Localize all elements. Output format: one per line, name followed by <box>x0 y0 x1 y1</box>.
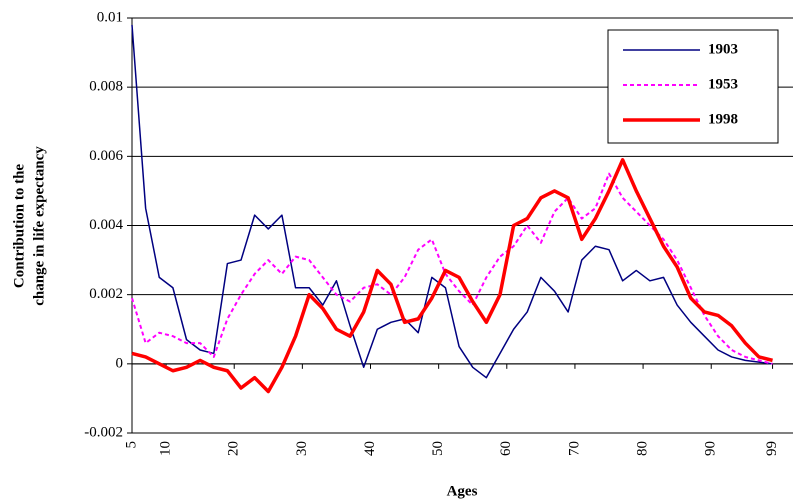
x-tick-label: 40 <box>362 441 378 456</box>
x-tick-label: 90 <box>703 441 719 456</box>
x-tick-label: 60 <box>498 441 514 456</box>
legend-box <box>607 29 779 144</box>
x-tick-label: 70 <box>566 441 582 456</box>
legend-label: 1998 <box>708 111 738 127</box>
series-line <box>131 172 773 365</box>
legend-label: 1953 <box>708 76 738 92</box>
y-tick-label: 0.008 <box>89 79 123 95</box>
y-axis-title: change in life expectancy <box>31 146 47 306</box>
y-tick-label: 0.006 <box>89 148 123 164</box>
x-axis-title: Ages <box>447 483 478 499</box>
x-tick-label: 50 <box>430 441 446 456</box>
x-tick-label: 20 <box>226 441 242 456</box>
y-tick-label: 0.004 <box>89 217 123 233</box>
y-axis-title: Contribution to the <box>11 164 27 289</box>
x-tick-label: 99 <box>764 441 780 456</box>
x-tick-label: 10 <box>158 441 174 456</box>
y-tick-label: -0.002 <box>84 424 123 440</box>
series-line <box>131 24 773 379</box>
x-tick-label: 5 <box>123 441 139 449</box>
x-tick-label: 30 <box>294 441 310 456</box>
y-tick-label: 0 <box>116 355 124 371</box>
y-tick-label: 0.002 <box>89 286 123 302</box>
y-tick-label: 0.01 <box>97 9 123 25</box>
x-tick-label: 80 <box>635 441 651 456</box>
legend-label: 1903 <box>708 41 738 57</box>
series-line <box>131 158 773 394</box>
